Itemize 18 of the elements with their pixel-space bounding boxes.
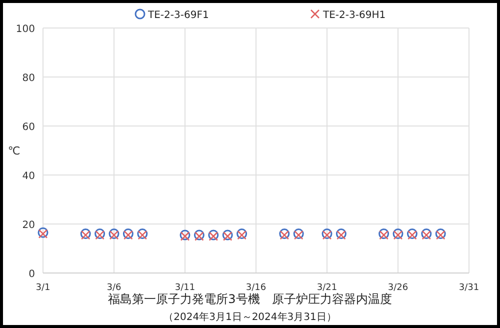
- text: 福島第一原子力発電所3号機 原子炉圧力容器内温度: [108, 292, 392, 306]
- legend-label: TE-2-3-69F1: [147, 10, 209, 21]
- y-tick-label: 60: [22, 122, 35, 133]
- legend-label: TE-2-3-69H1: [322, 10, 386, 21]
- text: （2024年3月1日～2024年3月31日）: [164, 311, 336, 323]
- x-tick-label: 3/6: [106, 283, 122, 293]
- x-tick-label: 3/1: [36, 283, 50, 293]
- x-tick-label: 3/16: [246, 283, 266, 293]
- y-tick-label: 40: [22, 171, 35, 182]
- x-tick-label: 3/31: [458, 283, 480, 293]
- x-tick-label: 3/21: [316, 283, 338, 293]
- y-axis-title: ℃: [8, 144, 20, 158]
- y-tick-label: 100: [16, 24, 35, 35]
- y-tick-label: 20: [22, 220, 35, 231]
- x-tick-label: 3/11: [174, 283, 196, 293]
- x-tick-label: 3/26: [388, 283, 408, 293]
- y-tick-label: 80: [22, 73, 35, 84]
- y-tick-label: 0: [28, 269, 35, 280]
